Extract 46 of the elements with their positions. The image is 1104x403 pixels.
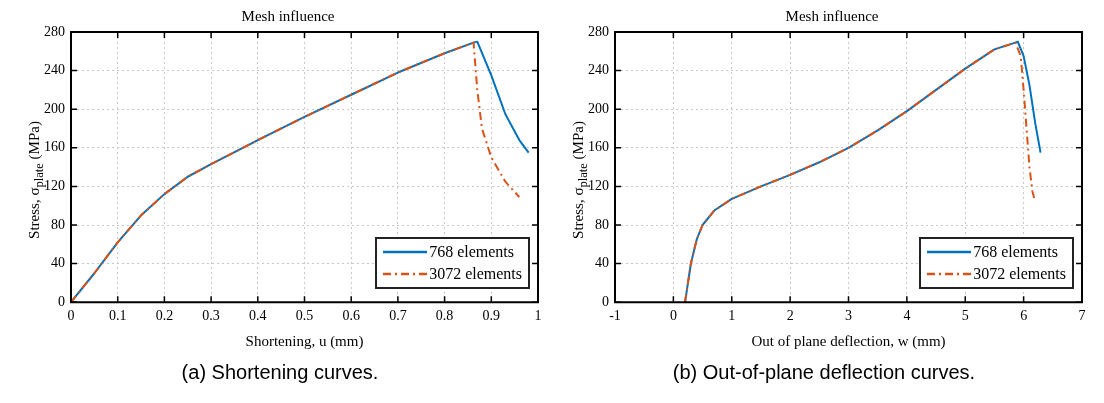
y-tick-label: 200 xyxy=(44,100,65,116)
y-tick-label: 280 xyxy=(44,23,65,39)
legend-label: 768 elements xyxy=(973,242,1058,262)
y-tick-label: 160 xyxy=(44,139,65,155)
legend-label: 3072 elements xyxy=(973,264,1066,284)
x-axis-title: Out of plane deflection, w (mm) xyxy=(751,332,946,350)
x-tick-label: 0.2 xyxy=(155,308,174,324)
y-tick-label: 240 xyxy=(44,62,65,78)
y-tick-label: 120 xyxy=(44,178,65,194)
y-tick-label: 80 xyxy=(595,216,609,232)
x-tick-label: 0.3 xyxy=(202,308,220,324)
y-tick-label: 40 xyxy=(51,255,65,271)
y-tick-label: 0 xyxy=(602,293,609,309)
x-tick-label: 3 xyxy=(845,308,852,324)
chart-title: Mesh influence xyxy=(241,7,335,24)
legend-label: 768 elements xyxy=(429,242,514,262)
text: (b) Out-of-plane deflection curves. xyxy=(671,361,977,384)
x-tick-label: 5 xyxy=(961,308,969,324)
x-tick-label: 0.1 xyxy=(108,308,127,324)
x-axis-title: Shortening, u (mm) xyxy=(245,332,364,350)
y-tick-label: 40 xyxy=(595,255,609,271)
x-tick-label: 0.4 xyxy=(249,308,267,324)
y-tick-label: 80 xyxy=(51,216,65,232)
x-tick-label: 0.8 xyxy=(435,308,454,324)
x-tick-label: 6 xyxy=(1020,308,1028,324)
y-tick-label: 160 xyxy=(588,139,609,155)
y-tick-label: 280 xyxy=(588,23,609,39)
x-tick-label: 0 xyxy=(67,308,75,324)
legend-label: 3072 elements xyxy=(429,264,522,284)
x-tick-label: 7 xyxy=(1078,308,1086,324)
y-tick-label: 240 xyxy=(588,62,609,78)
chart-title: Mesh influence xyxy=(785,7,879,24)
x-tick-label: 0.7 xyxy=(389,308,407,324)
x-tick-label: 0 xyxy=(669,308,677,324)
x-tick-label: 1 xyxy=(728,308,736,324)
x-tick-label: -1 xyxy=(609,308,621,324)
x-tick-label: 0.5 xyxy=(295,308,314,324)
y-tick-label: 0 xyxy=(58,293,65,309)
x-tick-label: 1 xyxy=(534,308,542,324)
y-tick-label: 200 xyxy=(588,100,609,116)
y-tick-label: 120 xyxy=(588,178,609,194)
text: (a) Shortening curves. xyxy=(180,361,380,384)
x-tick-label: 4 xyxy=(903,308,911,324)
x-tick-label: 0.6 xyxy=(342,308,360,324)
x-tick-label: 2 xyxy=(786,308,794,324)
x-tick-label: 0.9 xyxy=(482,308,501,324)
